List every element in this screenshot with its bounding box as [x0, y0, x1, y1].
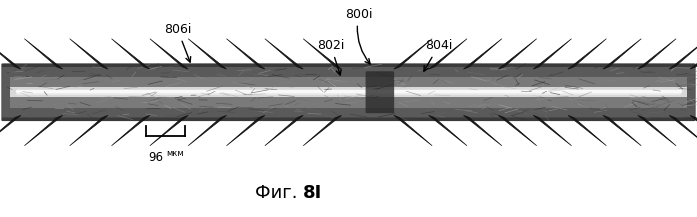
Text: 804i: 804i: [424, 39, 452, 71]
Polygon shape: [150, 39, 188, 69]
Polygon shape: [638, 115, 676, 146]
Polygon shape: [0, 39, 21, 69]
Text: Фиг.: Фиг.: [255, 184, 303, 202]
Polygon shape: [464, 115, 502, 146]
Text: 800i: 800i: [345, 8, 372, 64]
Polygon shape: [690, 115, 697, 146]
Polygon shape: [429, 115, 467, 146]
Polygon shape: [265, 39, 303, 69]
Polygon shape: [303, 115, 342, 146]
Polygon shape: [227, 39, 265, 69]
Bar: [10, 77, 687, 108]
Polygon shape: [568, 115, 606, 146]
Polygon shape: [533, 115, 572, 146]
FancyBboxPatch shape: [2, 67, 695, 117]
Polygon shape: [638, 39, 676, 69]
Polygon shape: [603, 39, 641, 69]
Polygon shape: [112, 39, 150, 69]
Polygon shape: [568, 39, 606, 69]
Polygon shape: [498, 39, 537, 69]
Polygon shape: [188, 115, 227, 146]
Polygon shape: [70, 115, 108, 146]
Polygon shape: [112, 115, 150, 146]
Polygon shape: [24, 39, 63, 69]
Polygon shape: [150, 115, 188, 146]
Polygon shape: [24, 115, 63, 146]
Polygon shape: [533, 39, 572, 69]
Text: 8I: 8I: [303, 184, 323, 202]
FancyBboxPatch shape: [366, 71, 395, 113]
Polygon shape: [394, 39, 432, 69]
Polygon shape: [70, 39, 108, 69]
Polygon shape: [669, 39, 697, 69]
Polygon shape: [498, 115, 537, 146]
Text: 96: 96: [148, 151, 163, 164]
Polygon shape: [303, 39, 342, 69]
Bar: [10, 87, 687, 97]
Polygon shape: [0, 115, 21, 146]
Text: 806i: 806i: [164, 23, 191, 62]
Text: 802i: 802i: [317, 39, 344, 75]
Polygon shape: [690, 39, 697, 69]
Polygon shape: [188, 39, 227, 69]
Polygon shape: [669, 115, 697, 146]
Polygon shape: [265, 115, 303, 146]
Polygon shape: [603, 115, 641, 146]
Polygon shape: [394, 115, 432, 146]
Polygon shape: [429, 39, 467, 69]
Text: мкм: мкм: [167, 149, 184, 158]
Polygon shape: [227, 115, 265, 146]
FancyBboxPatch shape: [1, 63, 696, 121]
Polygon shape: [464, 39, 502, 69]
